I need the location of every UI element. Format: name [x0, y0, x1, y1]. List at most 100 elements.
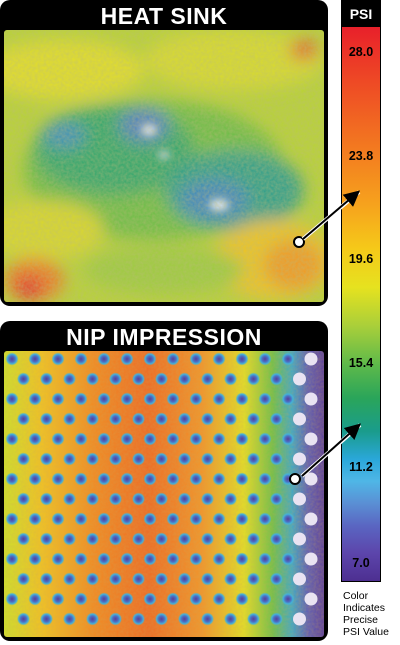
nip-dot	[143, 512, 157, 526]
nip-dot	[97, 512, 111, 526]
nip-dot	[189, 552, 203, 566]
nip-dot	[143, 472, 157, 486]
nip-dot	[304, 512, 318, 526]
nip-dot	[304, 432, 318, 446]
psi-gradient-bar: 28.0 23.8 19.6 15.4 11.2 7.0	[342, 27, 380, 581]
nip-dot	[143, 352, 157, 366]
nip-dot	[201, 452, 214, 466]
nip-dot	[166, 472, 180, 486]
nip-dot	[270, 532, 283, 546]
nip-dot	[51, 392, 65, 406]
nip-dot	[63, 532, 76, 546]
nip-dot	[270, 372, 283, 386]
nip-dot	[212, 552, 226, 566]
nip-dot	[51, 512, 65, 526]
psi-tick-label: 7.0	[352, 556, 370, 571]
nip-dot	[5, 432, 19, 446]
nip-dot	[40, 492, 53, 506]
nip-dot	[270, 452, 283, 466]
nip-dot	[74, 432, 88, 446]
nip-dot	[247, 572, 260, 586]
nip-dot	[109, 532, 122, 546]
nip-dot	[97, 432, 111, 446]
nip-dot	[212, 512, 226, 526]
psi-tick-label: 23.8	[348, 148, 374, 163]
nip-dot	[63, 372, 76, 386]
nip-dot	[201, 492, 214, 506]
nip-dot	[97, 352, 111, 366]
nip-dot	[120, 592, 134, 606]
nip-dot	[40, 452, 53, 466]
nip-dot	[5, 472, 19, 486]
nip-dot	[51, 592, 65, 606]
nip-dot	[178, 572, 191, 586]
nip-dot	[270, 572, 283, 586]
psi-tick-label: 28.0	[348, 44, 374, 59]
nip-dot	[270, 612, 283, 626]
nip-dot	[40, 572, 53, 586]
nip-dot	[86, 412, 99, 426]
nip-dot	[86, 532, 99, 546]
nip-dot	[281, 512, 295, 526]
nip-dot	[258, 552, 272, 566]
heat-sink-panel: HEAT SINK	[0, 0, 328, 306]
nip-dot	[270, 412, 283, 426]
heat-sink-sample-point	[293, 236, 305, 248]
nip-dot	[5, 392, 19, 406]
nip-dot	[224, 412, 237, 426]
nip-dot	[74, 472, 88, 486]
nip-dot	[28, 512, 42, 526]
nip-dot	[247, 532, 260, 546]
nip-dot	[40, 412, 53, 426]
nip-dot	[201, 372, 214, 386]
nip-dot	[258, 392, 272, 406]
psi-scale-header: PSI	[342, 1, 380, 27]
nip-dot	[120, 352, 134, 366]
psi-tick-label: 15.4	[348, 356, 374, 371]
nip-dot	[224, 612, 237, 626]
nip-dot	[86, 372, 99, 386]
nip-dot	[293, 372, 306, 386]
nip-dot	[17, 492, 30, 506]
nip-dot	[201, 412, 214, 426]
nip-dot	[86, 572, 99, 586]
nip-dot	[281, 352, 295, 366]
scale-caption: Color Indicates Precise PSI Value	[343, 590, 400, 638]
psi-tick-label: 19.6	[348, 252, 374, 267]
nip-dot	[270, 492, 283, 506]
nip-dot	[224, 492, 237, 506]
nip-dot	[258, 432, 272, 446]
nip-dot	[132, 372, 145, 386]
nip-dot	[74, 512, 88, 526]
nip-dot	[155, 612, 168, 626]
nip-dot	[201, 572, 214, 586]
nip-dot	[247, 372, 260, 386]
nip-dot	[109, 572, 122, 586]
nip-dot	[258, 472, 272, 486]
nip-dot	[155, 532, 168, 546]
nip-dot	[74, 392, 88, 406]
nip-dot	[155, 572, 168, 586]
nip-dot	[86, 612, 99, 626]
nip-dot	[224, 372, 237, 386]
nip-dot-grid	[5, 352, 318, 626]
nip-dot	[212, 352, 226, 366]
nip-dot	[97, 472, 111, 486]
nip-dot	[224, 532, 237, 546]
nip-dot	[189, 432, 203, 446]
nip-dot	[155, 412, 168, 426]
nip-dot	[63, 612, 76, 626]
nip-dot	[63, 572, 76, 586]
nip-dot	[212, 472, 226, 486]
nip-dot	[224, 572, 237, 586]
nip-dot	[293, 492, 306, 506]
nip-dot	[247, 412, 260, 426]
heat-sink-pressure-map	[4, 30, 324, 302]
nip-dot	[235, 392, 249, 406]
nip-dot	[74, 552, 88, 566]
nip-dot	[109, 612, 122, 626]
nip-dot	[143, 432, 157, 446]
nip-dot	[166, 432, 180, 446]
nip-dot	[212, 392, 226, 406]
nip-dot	[304, 392, 318, 406]
